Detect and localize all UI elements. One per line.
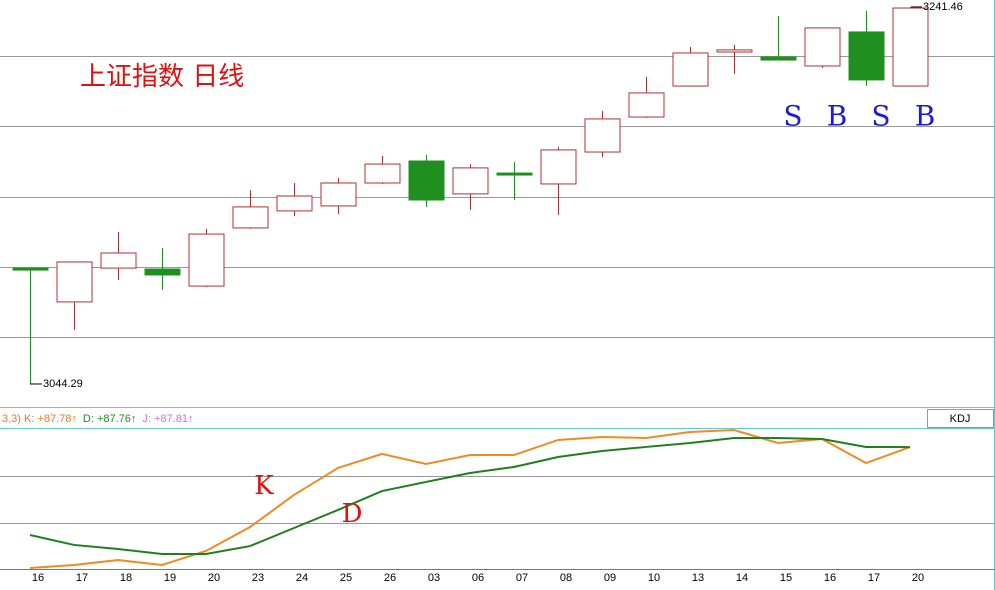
x-tick-label: 09 [604, 572, 616, 584]
signal-label: B [827, 100, 848, 133]
legend-entry: D: +87.76↑ [83, 413, 137, 425]
price-grid [0, 56, 995, 524]
x-tick-label: 14 [736, 572, 748, 584]
high-label: 3241.46 [923, 1, 963, 13]
x-tick-label: 06 [472, 572, 484, 584]
x-tick-label: 17 [868, 572, 880, 584]
kdj-line [29, 436, 911, 556]
x-tick-label: 08 [560, 572, 572, 584]
candle-body [100, 252, 137, 269]
x-tick-label: 25 [340, 572, 352, 584]
x-tick-label: 03 [428, 572, 440, 584]
kdj-line [29, 428, 911, 570]
candle-body [188, 233, 225, 287]
candle-body [232, 206, 269, 229]
candle-body [496, 172, 533, 176]
candle-body [804, 27, 841, 67]
indicator-box [927, 409, 994, 428]
candle-body [452, 167, 489, 195]
candle-body [584, 118, 621, 153]
line-annotation: K [254, 471, 274, 501]
x-tick-label: 23 [252, 572, 264, 584]
x-tick-label: 18 [120, 572, 132, 584]
legend-entry: 3,3) K: +87.78↑ [2, 413, 77, 425]
candle-body [56, 261, 93, 303]
x-tick-label: 10 [648, 572, 660, 584]
candle-body [716, 49, 753, 53]
low-label: 3044.29 [43, 378, 83, 390]
candle-body [540, 149, 577, 185]
x-tick-label: 16 [32, 572, 44, 584]
candle-body [892, 7, 929, 87]
indicator-name: KDJ [950, 413, 971, 425]
candle-body [408, 160, 445, 201]
x-tick-label: 15 [780, 572, 792, 584]
legend-entry: J: +87.81↑ [142, 413, 193, 425]
candle-body [364, 163, 401, 184]
candle-body [848, 31, 885, 81]
x-tick-label: 20 [208, 572, 220, 584]
x-tick-label: 24 [296, 572, 308, 584]
chart-title: 上证指数 日线 [80, 62, 244, 92]
x-tick-label: 26 [384, 572, 396, 584]
candle-body [672, 52, 709, 87]
signal-label: S [783, 100, 802, 133]
signal-label: B [915, 100, 936, 133]
candle-body [320, 182, 357, 207]
x-tick-label: 07 [516, 572, 528, 584]
signal-label: S [871, 100, 890, 133]
x-tick-label: 17 [76, 572, 88, 584]
x-tick-label: 19 [164, 572, 176, 584]
x-tick-label: 16 [824, 572, 836, 584]
x-tick-label: 13 [692, 572, 704, 584]
x-tick-label: 20 [912, 572, 924, 584]
candle-body [628, 92, 665, 118]
candle-body [276, 195, 313, 212]
line-annotation: D [342, 499, 363, 529]
candle-body [144, 268, 181, 276]
candle-body [12, 267, 49, 271]
candle-body [760, 56, 797, 61]
